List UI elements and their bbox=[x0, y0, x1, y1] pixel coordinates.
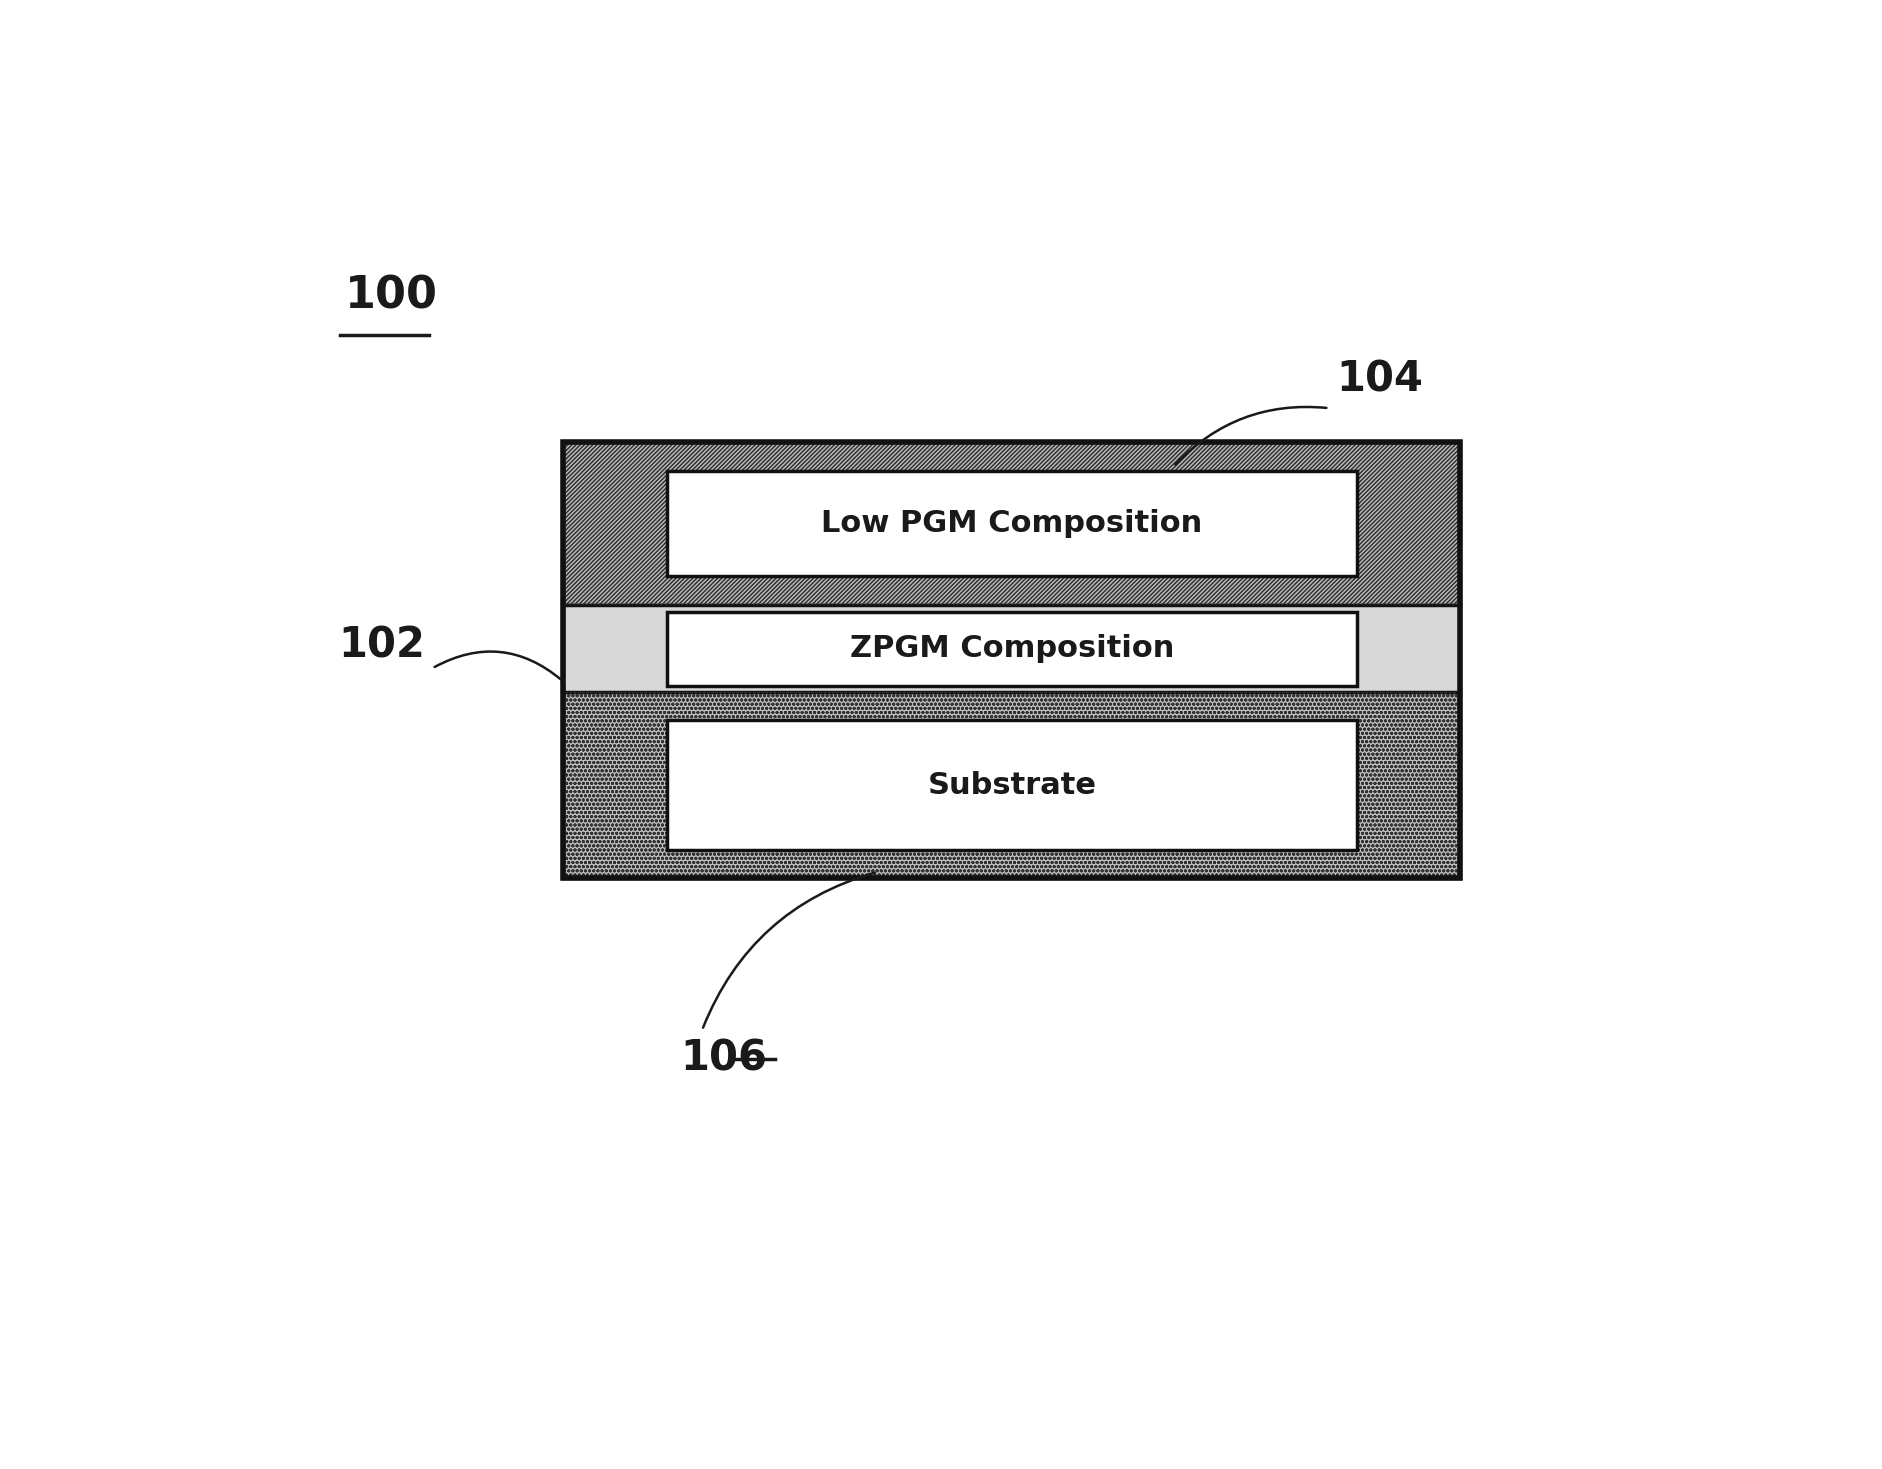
Text: ZPGM Composition: ZPGM Composition bbox=[851, 635, 1174, 664]
Bar bbox=[563, 605, 1460, 692]
Bar bbox=[563, 692, 1460, 877]
Text: 104: 104 bbox=[1336, 358, 1423, 401]
Bar bbox=[563, 442, 1460, 605]
Bar bbox=[666, 720, 1357, 851]
Text: Substrate: Substrate bbox=[928, 771, 1097, 799]
Bar bbox=[563, 442, 1460, 605]
Bar bbox=[563, 442, 1460, 877]
Bar bbox=[666, 613, 1357, 686]
Bar bbox=[563, 605, 1460, 692]
Text: 100: 100 bbox=[344, 275, 439, 317]
Bar bbox=[666, 472, 1357, 576]
Bar bbox=[563, 692, 1460, 877]
Text: 106: 106 bbox=[679, 1037, 768, 1080]
Text: Low PGM Composition: Low PGM Composition bbox=[821, 510, 1203, 538]
Text: 102: 102 bbox=[339, 624, 425, 667]
